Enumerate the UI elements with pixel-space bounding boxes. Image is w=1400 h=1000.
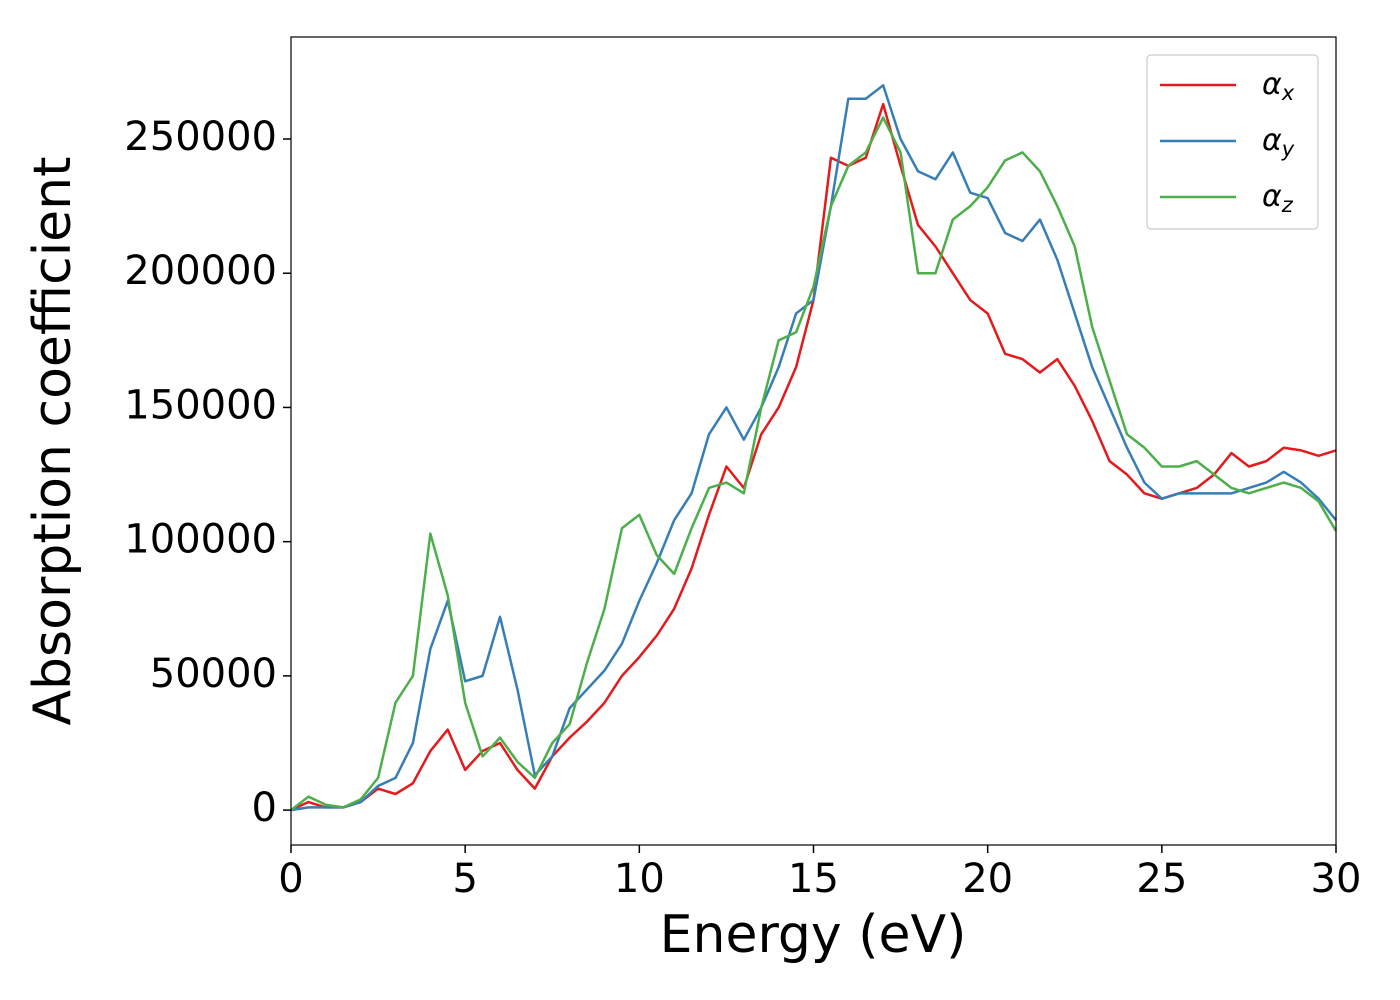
x-tick-label: 30 bbox=[1311, 856, 1362, 902]
legend-label: αx bbox=[1262, 67, 1295, 106]
x-tick-label: 0 bbox=[278, 856, 303, 902]
x-tick-label: 10 bbox=[614, 856, 665, 902]
plot-frame bbox=[290, 36, 1337, 846]
series-line bbox=[290, 84, 1337, 812]
y-axis-label: Absorption coefficient bbox=[23, 156, 83, 725]
legend-label: αy bbox=[1262, 123, 1295, 162]
y-tick-label: 150000 bbox=[124, 382, 277, 428]
y-tick-label: 0 bbox=[252, 785, 277, 831]
y-tick-label: 250000 bbox=[124, 114, 277, 160]
y-tick-label: 200000 bbox=[124, 248, 277, 294]
x-axis-label: Energy (eV) bbox=[660, 905, 967, 965]
x-tick-label: 25 bbox=[1136, 856, 1187, 902]
x-tick-label: 5 bbox=[452, 856, 477, 902]
x-tick-label: 15 bbox=[788, 856, 839, 902]
y-tick-label: 50000 bbox=[150, 651, 277, 697]
y-tick-label: 100000 bbox=[124, 517, 277, 563]
x-tick-label: 20 bbox=[962, 856, 1013, 902]
legend-label: αz bbox=[1262, 179, 1294, 218]
series-line bbox=[290, 116, 1338, 812]
